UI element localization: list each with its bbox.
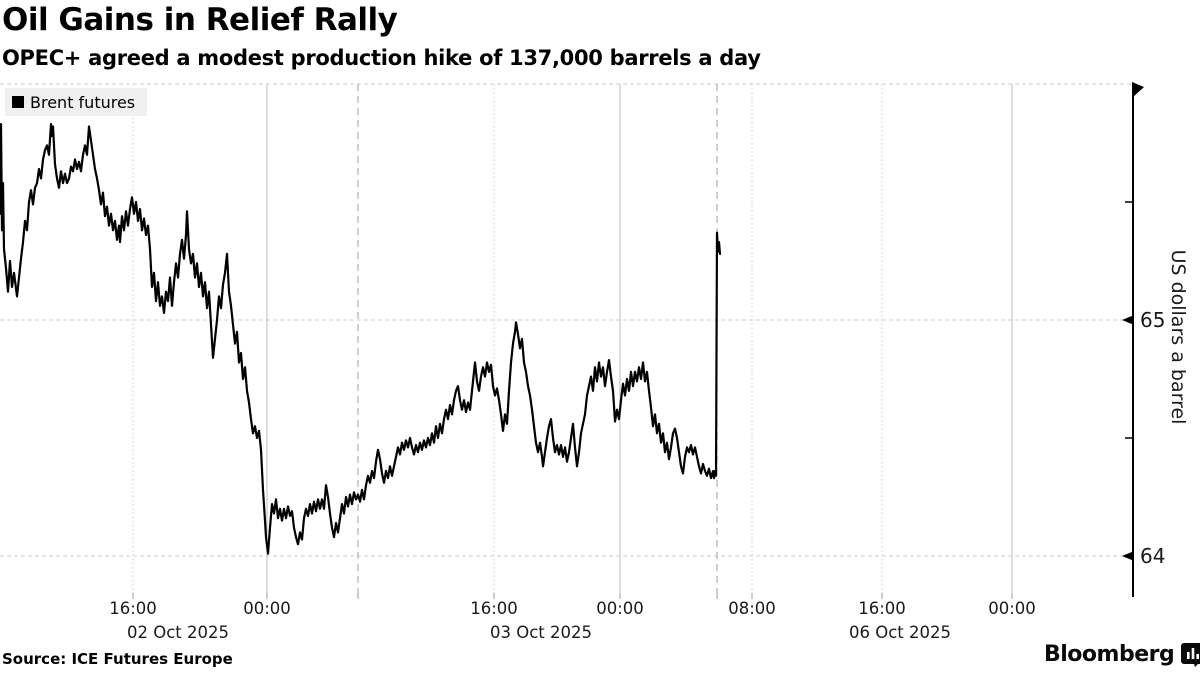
x-tick-label: 00:00: [988, 599, 1036, 618]
legend: Brent futures: [5, 88, 148, 116]
x-tick-label: 16:00: [470, 599, 518, 618]
x-tick-label: 08:00: [728, 599, 776, 618]
y-tick-arrow-icon: [1122, 551, 1133, 561]
brent-futures-line: [0, 122, 722, 555]
legend-label: Brent futures: [30, 92, 136, 112]
y-axis-title: US dollars a barrel: [1167, 249, 1189, 425]
chart-title: Oil Gains in Relief Rally: [2, 2, 398, 38]
x-tick-label: 00:00: [243, 599, 291, 618]
bloomberg-logo: Bloomberg: [1044, 642, 1200, 667]
x-tick-label: 00:00: [596, 599, 644, 618]
x-date-label: 03 Oct 2025: [490, 623, 592, 642]
legend-swatch-icon: [12, 96, 24, 108]
bloomberg-bar-chart-icon: [1181, 642, 1200, 667]
x-date-label: 06 Oct 2025: [849, 623, 951, 642]
x-date-label: 02 Oct 2025: [127, 623, 229, 642]
y-tick-arrow-icon: [1122, 315, 1133, 325]
chart-subtitle: OPEC+ agreed a modest production hike of…: [2, 46, 761, 70]
y-tick-label: 64: [1140, 544, 1165, 568]
x-tick-label: 16:00: [858, 599, 906, 618]
y-tick-label: 65: [1140, 308, 1165, 332]
source-attribution: Source: ICE Futures Europe: [2, 650, 233, 668]
x-tick-label: 16:00: [109, 599, 157, 618]
bloomberg-logo-text: Bloomberg: [1044, 642, 1175, 667]
y-axis-arrow-icon: [1132, 82, 1144, 98]
